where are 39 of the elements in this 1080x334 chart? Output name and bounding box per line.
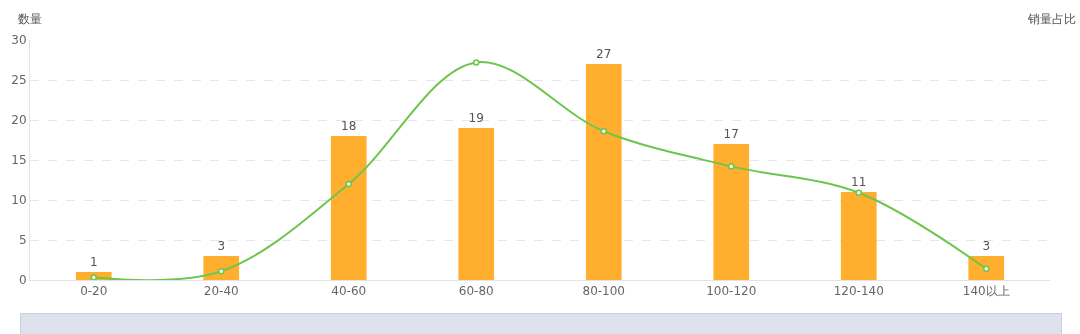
point [600, 127, 607, 135]
x-tick-label: 140以上 [962, 284, 1010, 299]
bar [840, 192, 877, 280]
data-label: 18 [341, 119, 357, 133]
x-tick-label: 60-80 [458, 284, 494, 299]
bar [330, 136, 367, 280]
x-tick-label: 80-100 [582, 284, 626, 299]
point [855, 189, 862, 197]
point [90, 274, 97, 281]
data-label: 11 [851, 175, 867, 189]
point [983, 265, 990, 273]
data-label: 3 [217, 239, 226, 253]
y-tick-label: 25 [11, 73, 27, 88]
y-axis-title: 数量 [18, 12, 42, 26]
data-label: 17 [723, 127, 739, 141]
y-tick-label: 5 [18, 233, 27, 248]
bar [458, 128, 495, 280]
y-tick-label: 0 [18, 273, 27, 288]
bar [585, 64, 622, 280]
y-tick-label: 15 [11, 153, 27, 168]
y-tick-label: 10 [11, 193, 27, 208]
data-label: 3 [982, 239, 991, 253]
x-tick-label: 120-140 [833, 284, 884, 299]
y-tick-label: 30 [11, 33, 27, 48]
bar [968, 256, 1005, 280]
data-label: 27 [596, 47, 612, 61]
data-label: 1 [89, 255, 98, 269]
x-tick-label: 0-20 [80, 284, 108, 299]
point [218, 267, 225, 275]
point [473, 59, 480, 66]
data-label: 19 [468, 111, 484, 125]
y2-axis-title: 销量占比 [1027, 12, 1076, 26]
bar [713, 144, 750, 280]
x-tick-label: 40-60 [331, 284, 367, 299]
point [728, 163, 735, 170]
y-tick-label: 20 [11, 113, 27, 128]
point [345, 180, 352, 188]
x-tick-label: 20-40 [203, 284, 239, 299]
x-tick-label: 100-120 [706, 284, 757, 299]
